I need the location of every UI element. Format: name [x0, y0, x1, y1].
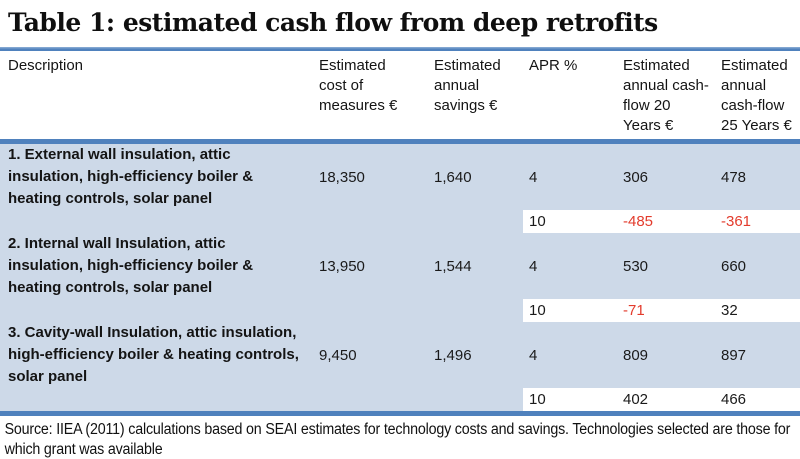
header-accent-bar — [0, 139, 800, 144]
column-header-savings: Estimated annual savings € — [434, 57, 501, 114]
empty-cell — [428, 388, 523, 411]
bottom-accent-bar — [0, 411, 800, 416]
apr-alt-value: 10 — [523, 210, 617, 233]
empty-cell — [428, 299, 523, 322]
cashflow-20y-value: 306 — [623, 168, 649, 186]
column-header-cost: Estimated cost of measures € — [319, 57, 398, 114]
cashflow-20y-alt-value: -485 — [617, 210, 715, 233]
cost-value: 9,450 — [319, 346, 357, 364]
empty-cell — [313, 388, 428, 411]
cashflow-25y-alt-value: 32 — [715, 299, 800, 322]
table-subrow: 10 -71 32 — [0, 299, 800, 322]
top-accent-bar — [0, 47, 800, 51]
savings-value: 1,640 — [434, 168, 472, 186]
empty-cell — [0, 388, 313, 411]
cashflow-20y-alt-value: 402 — [617, 388, 715, 411]
cashflow-25y-value: 897 — [721, 346, 747, 364]
apr-value: 4 — [529, 168, 538, 186]
cashflow-20y-value: 530 — [623, 257, 649, 275]
table-row: 1. External wall insulation, attic insul… — [0, 144, 800, 210]
column-header-cashflow-20y: Estimated annual cash-flow 20 Years € — [623, 57, 709, 134]
cost-value: 13,950 — [319, 257, 365, 275]
table-row: 2. Internal wall Insulation, attic insul… — [0, 233, 800, 299]
cashflow-25y-value: 478 — [721, 168, 747, 186]
empty-cell — [0, 210, 313, 233]
cost-value: 18,350 — [319, 168, 365, 186]
table-header-row: Description Estimated cost of measures €… — [0, 51, 800, 139]
apr-value: 4 — [529, 346, 538, 364]
empty-cell — [0, 299, 313, 322]
empty-cell — [313, 210, 428, 233]
table-subrow: 10 402 466 — [0, 388, 800, 411]
savings-value: 1,544 — [434, 257, 472, 275]
column-header-cashflow-25y: Estimated annual cash-flow 25 Years € — [721, 57, 792, 134]
apr-alt-value: 10 — [523, 299, 617, 322]
column-header-apr: APR % — [529, 57, 578, 74]
row-group-1: 1. External wall insulation, attic insul… — [0, 144, 800, 233]
table-subrow: 10 -485 -361 — [0, 210, 800, 233]
cashflow-25y-alt-value: 466 — [715, 388, 800, 411]
table-row: 3. Cavity-wall Insulation, attic insulat… — [0, 322, 800, 388]
empty-cell — [313, 299, 428, 322]
table-title: Table 1: estimated cash flow from deep r… — [8, 8, 658, 37]
savings-value: 1,496 — [434, 346, 472, 364]
cashflow-25y-alt-value: -361 — [715, 210, 800, 233]
row-description: 1. External wall insulation, attic insul… — [8, 146, 254, 207]
apr-value: 4 — [529, 257, 538, 275]
apr-alt-value: 10 — [523, 388, 617, 411]
column-header-description: Description — [8, 57, 84, 74]
row-description: 2. Internal wall Insulation, attic insul… — [8, 235, 254, 296]
empty-cell — [428, 210, 523, 233]
row-description: 3. Cavity-wall Insulation, attic insulat… — [8, 324, 299, 385]
cashflow-25y-value: 660 — [721, 257, 747, 275]
row-group-3: 3. Cavity-wall Insulation, attic insulat… — [0, 322, 800, 411]
row-group-2: 2. Internal wall Insulation, attic insul… — [0, 233, 800, 322]
table-body: 1. External wall insulation, attic insul… — [0, 144, 800, 411]
source-note: Source: IIEA (2011) calculations based o… — [4, 421, 791, 458]
cashflow-20y-alt-value: -71 — [617, 299, 715, 322]
cashflow-20y-value: 809 — [623, 346, 649, 364]
